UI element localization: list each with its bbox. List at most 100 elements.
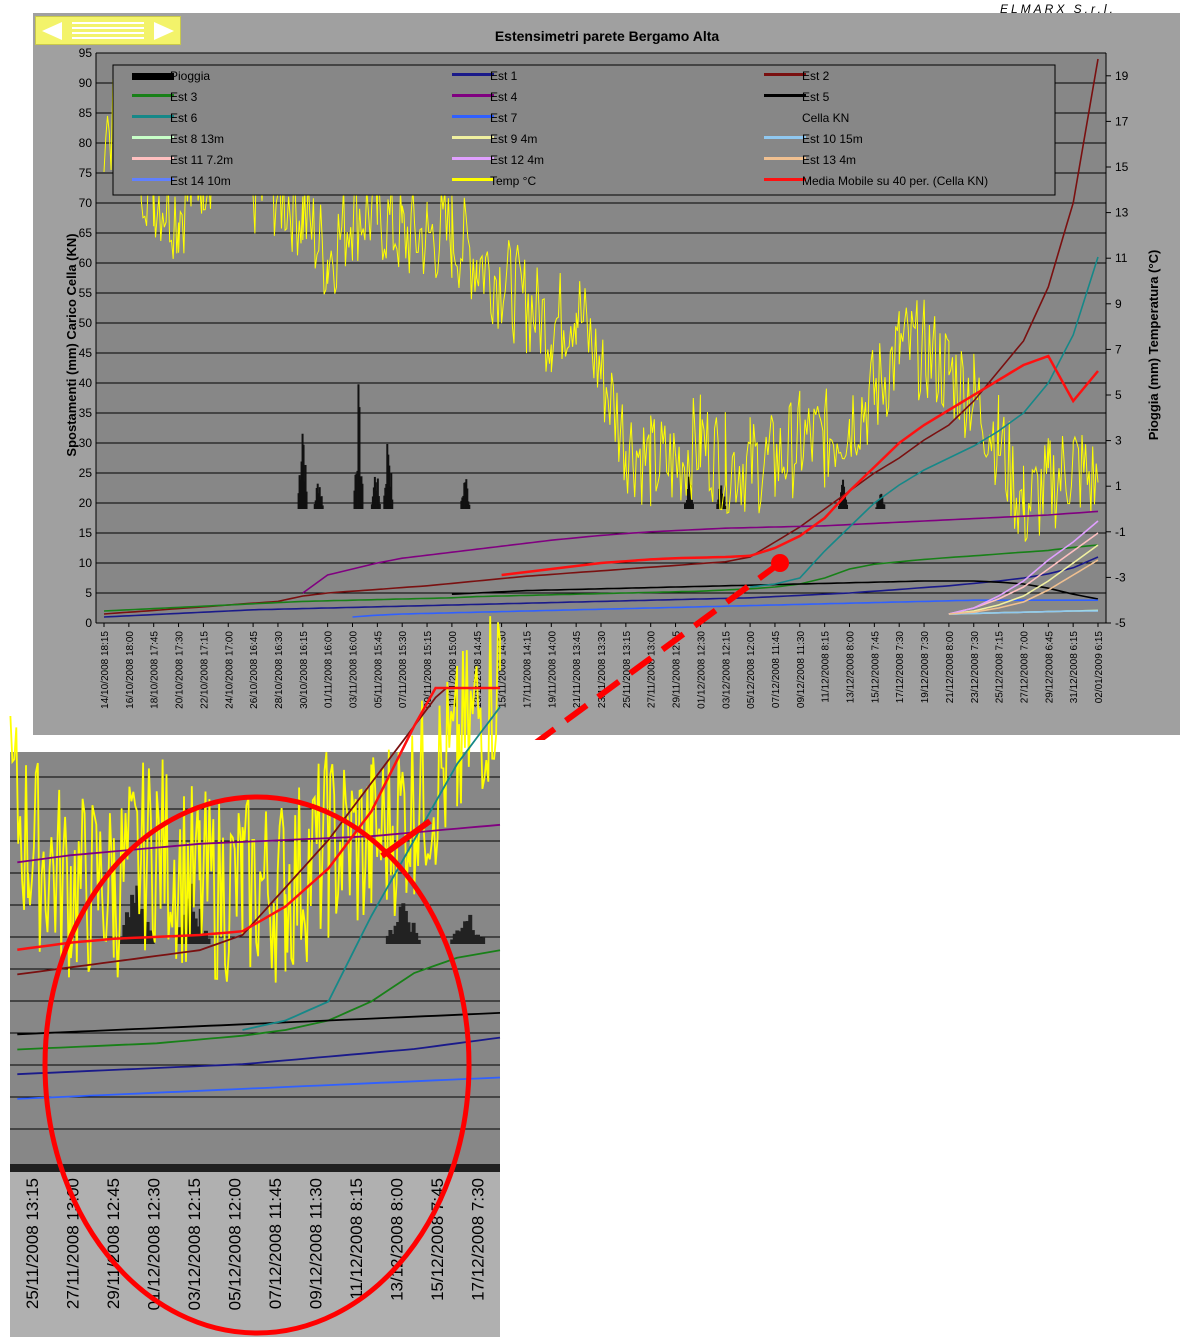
x-tick-label: 07/11/2008 15:30 <box>398 631 409 709</box>
y-tick-label: 50 <box>79 316 93 330</box>
x-tick-label: 31/12/2008 6:15 <box>1069 631 1080 704</box>
rain-bar <box>358 407 361 509</box>
zoom-rain-bar <box>178 927 183 944</box>
legend-label: Est 7 <box>490 111 518 125</box>
x-tick-label: 11/11/2008 15:00 <box>448 631 459 708</box>
zoom-rain-bar <box>398 906 403 944</box>
arrow-right-icon[interactable] <box>154 22 174 40</box>
legend-label: Est 2 <box>802 69 830 83</box>
series-line <box>948 520 1099 615</box>
x-tick-label: 17/11/2008 14:15 <box>522 631 533 709</box>
x-tick-label: 23/11/2008 13:30 <box>597 631 608 709</box>
series-line <box>352 599 1098 618</box>
y-axis-label: Spostamenti (mm) Carico Cella (KN) <box>64 233 79 456</box>
legend-label: Est 1 <box>490 69 518 83</box>
zoom-x-tick-label: 09/12/2008 11:30 <box>307 1178 326 1309</box>
zoom-rain-bar <box>130 894 135 944</box>
legend-swatch <box>132 73 174 80</box>
x-tick-label: 02/01/2009 6:15 <box>1094 631 1105 704</box>
series-line <box>948 559 1099 615</box>
zoom-series-line <box>17 949 501 1051</box>
zoom-highlight-ellipse <box>42 794 472 1336</box>
zoom-rain-bar <box>185 898 190 944</box>
legend-swatch <box>764 178 806 181</box>
legend-label: Est 14 10m <box>170 174 231 188</box>
x-tick-label: 30/10/2008 16:15 <box>299 631 310 709</box>
series-line <box>103 544 1099 612</box>
zoom-rain-bar <box>135 885 140 944</box>
zoom-rain-bar <box>463 921 468 944</box>
connector-dot <box>771 554 789 572</box>
zoom-rain-bar <box>411 922 416 944</box>
zoom-rain-bar <box>198 908 203 944</box>
y-tick-label: 15 <box>79 526 93 540</box>
legend-swatch <box>452 94 494 97</box>
zoom-series-line <box>17 1036 501 1076</box>
y-tick-label: 40 <box>79 376 93 390</box>
y2-tick-label: 3 <box>1115 434 1122 448</box>
y2-axis-label: Pioggia (mm) Temperatura (°C) <box>1146 250 1161 441</box>
zoom-rain-bars <box>119 883 486 944</box>
legend-swatch <box>452 136 494 139</box>
menu-lines-icon[interactable] <box>72 22 144 40</box>
zoom-rain-bar <box>137 910 142 944</box>
legend-swatch <box>132 115 174 118</box>
zoom-rain-bar <box>140 908 145 944</box>
zoom-label-area <box>10 1172 500 1337</box>
zoom-rain-bar <box>465 921 470 944</box>
arrow-left-icon[interactable] <box>42 22 62 40</box>
zoom-rain-bar <box>124 912 129 944</box>
zoom-rain-bar <box>396 921 401 944</box>
rain-bar <box>377 496 380 509</box>
legend-swatch <box>764 136 806 139</box>
x-tick-label: 19/12/2008 7:30 <box>920 631 931 704</box>
zoom-rain-bar <box>401 903 406 944</box>
rain-bar <box>320 496 323 509</box>
y-tick-label: 65 <box>79 226 93 240</box>
x-tick-label: 13/12/2008 8:00 <box>846 631 857 704</box>
zoom-x-tick-label: 05/12/2008 12:00 <box>226 1178 245 1310</box>
y2-tick-label: 9 <box>1115 297 1122 311</box>
legend-swatch <box>452 73 494 76</box>
rain-bar <box>883 504 886 509</box>
zoom-x-tick-label: 07/12/2008 11:45 <box>266 1178 285 1309</box>
legend-label: Media Mobile su 40 per. (Cella KN) <box>802 174 988 188</box>
legend: Pioggia Est 1 Est 2 Est 3 Est 4 Est 5 Est 6 Est… <box>112 64 1056 196</box>
x-tick-label: 14/10/2008 18:15 <box>100 631 111 709</box>
rain-bar <box>390 472 393 509</box>
series-line <box>103 556 1099 618</box>
zoom-rain-bar <box>385 935 390 944</box>
zoom-rain-bar <box>188 883 193 944</box>
zoom-rain-bar <box>403 910 408 944</box>
zoom-rain-bar <box>145 921 150 944</box>
rain-bar <box>845 499 848 509</box>
zoom-x-tick-label: 27/11/2008 13:00 <box>64 1178 83 1309</box>
rain-bar <box>846 504 849 509</box>
zoom-rain-bar <box>416 939 421 944</box>
rain-bars <box>297 384 886 509</box>
y-axis-ticks: 0 5 10 15 20 25 30 35 40 45 50 55 60 65 70 75 80 85 90 95 <box>79 46 93 630</box>
x-tick-label: 29/12/2008 6:45 <box>1044 631 1055 704</box>
x-tick-label: 24/10/2008 17:00 <box>224 631 235 709</box>
y2-tick-label: -3 <box>1115 570 1126 584</box>
zoom-rain-bar <box>460 927 465 944</box>
zoom-connector-end <box>380 818 432 859</box>
legend-swatch <box>452 115 494 118</box>
legend-swatch <box>452 157 494 160</box>
zoom-series-line <box>17 1012 501 1036</box>
zoom-x-tick-label: 01/12/2008 12:30 <box>145 1178 164 1310</box>
zoom-axis-band <box>10 1164 500 1172</box>
x-tick-label: 05/11/2008 15:45 <box>373 631 384 709</box>
x-tick-label: 13/11/2008 14:45 <box>473 631 484 709</box>
nav-control[interactable] <box>35 16 181 45</box>
y-tick-label: 5 <box>85 586 92 600</box>
rain-bar <box>302 444 305 509</box>
zoom-rain-bar <box>183 929 188 944</box>
x-tick-label: 19/11/2008 14:00 <box>547 631 558 709</box>
x-tick-label: 09/11/2008 15:15 <box>423 631 434 709</box>
y2-tick-label: -5 <box>1115 616 1126 630</box>
rain-bar <box>468 504 471 509</box>
zoom-rain-bar <box>475 934 480 944</box>
zoom-rain-bar <box>119 939 124 944</box>
